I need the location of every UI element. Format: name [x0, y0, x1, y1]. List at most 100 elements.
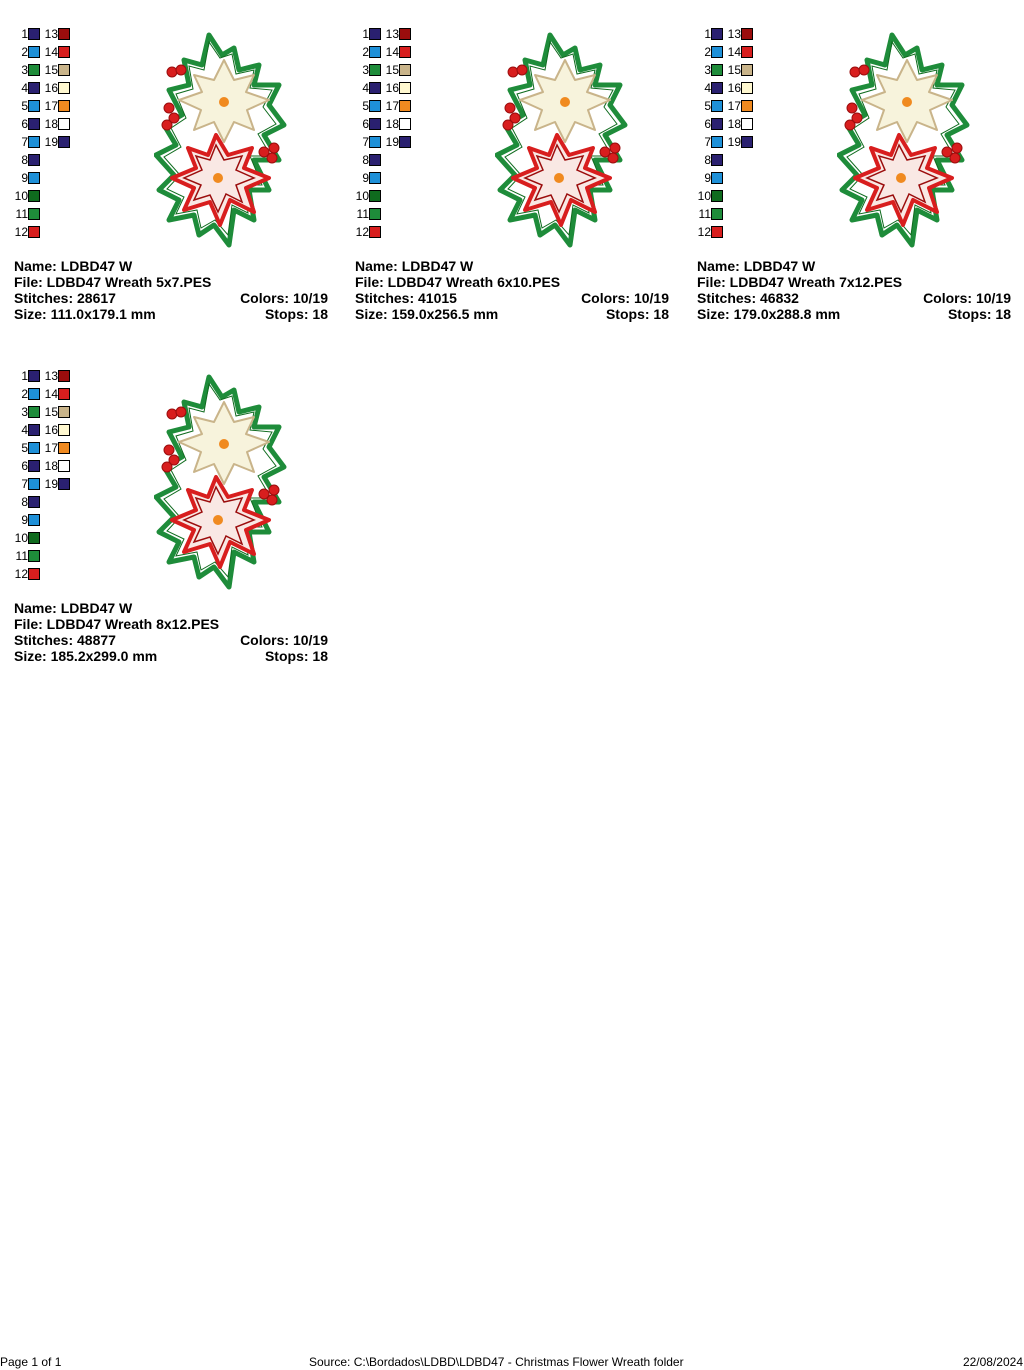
palette-number: 18: [44, 117, 58, 131]
red-poinsettia: [170, 475, 271, 569]
color-swatch: [28, 226, 40, 238]
size-label: Size:: [14, 306, 51, 322]
color-swatch: [28, 478, 40, 490]
palette-number: 11: [698, 207, 711, 221]
stitches-label: Stitches:: [355, 290, 419, 306]
palette-number: 9: [362, 171, 369, 185]
color-swatch: [711, 100, 723, 112]
color-swatch: [399, 64, 411, 76]
color-swatch: [369, 118, 381, 130]
color-swatch: [369, 46, 381, 58]
color-swatch: [711, 226, 723, 238]
palette-number: 16: [44, 423, 58, 437]
name-label: Name:: [14, 600, 61, 616]
palette-number: 15: [385, 63, 399, 77]
file-label: File:: [14, 274, 47, 290]
palette-number: 19: [44, 477, 58, 491]
palette-number: 12: [697, 225, 711, 239]
color-swatch: [399, 136, 411, 148]
color-swatch: [28, 514, 40, 526]
palette-number: 9: [21, 171, 28, 185]
design-stitches-line: Stitches: 46832 Colors: 10/19: [697, 290, 1011, 306]
white-poinsettia: [178, 401, 270, 485]
design-colors-value: 10/19: [292, 290, 328, 306]
palette-number: 18: [44, 459, 58, 473]
stops-label: Stops:: [947, 306, 996, 322]
color-swatch: [28, 190, 40, 202]
stops-label: Stops:: [264, 648, 313, 664]
size-label: Size:: [355, 306, 392, 322]
palette-number: 3: [704, 63, 711, 77]
white-poinsettia: [861, 59, 953, 143]
color-swatch: [28, 388, 40, 400]
color-swatch: [711, 118, 723, 130]
poinsettia-design-image: [837, 32, 970, 248]
design-colors: Colors: 10/19: [240, 632, 328, 648]
color-swatch: [58, 388, 70, 400]
color-swatch: [711, 172, 723, 184]
design-file: LDBD47 Wreath 7x12.PES: [729, 274, 903, 290]
size-label: Size:: [697, 306, 734, 322]
design-info: Name: LDBD47 W File: LDBD47 Wreath 7x12.…: [697, 258, 1011, 322]
color-swatch: [58, 424, 70, 436]
design-stitches-line: Stitches: 41015 Colors: 10/19: [355, 290, 669, 306]
palette-number: 2: [21, 387, 28, 401]
palette-number: 3: [21, 63, 28, 77]
red-poinsettia: [170, 133, 271, 227]
file-label: File:: [14, 616, 47, 632]
file-label: File:: [355, 274, 388, 290]
palette-number: 4: [704, 81, 711, 95]
color-swatch: [711, 190, 723, 202]
color-swatch: [399, 118, 411, 130]
size-label: Size:: [14, 648, 51, 664]
colors-label: Colors:: [581, 290, 634, 306]
design-file: LDBD47 Wreath 8x12.PES: [46, 616, 220, 632]
color-swatch: [28, 28, 40, 40]
stops-label: Stops:: [264, 306, 313, 322]
palette-number: 8: [704, 153, 711, 167]
design-info: Name: LDBD47 W File: LDBD47 Wreath 5x7.P…: [14, 258, 328, 322]
holly-berries: [502, 64, 621, 164]
palette-number: 12: [355, 225, 369, 239]
palette-number: 13: [44, 27, 58, 41]
design-stops: Stops: 18: [265, 306, 328, 322]
palette-number: 16: [385, 81, 399, 95]
palette-number: 18: [727, 117, 741, 131]
color-swatch: [28, 406, 40, 418]
palette-number: 6: [362, 117, 369, 131]
design-file-line: File: LDBD47 Wreath 8x12.PES: [14, 616, 328, 632]
color-swatch: [369, 28, 381, 40]
stops-label: Stops:: [605, 306, 654, 322]
color-swatch: [58, 118, 70, 130]
palette-number: 10: [355, 189, 369, 203]
page-number: Page 1 of 1: [0, 1355, 62, 1369]
design-name-line: Name: LDBD47 W: [14, 600, 328, 616]
design-name: LDBD47 W: [743, 258, 816, 274]
color-swatch: [711, 64, 723, 76]
stitches-label: Stitches:: [697, 290, 761, 306]
palette-number: 2: [362, 45, 369, 59]
color-swatch: [369, 136, 381, 148]
design-card: 1 2 3 4 5 6 7 8 9 10 11 12 13 14 15 16 17 18 19: [14, 342, 334, 672]
design-info: Name: LDBD47 W File: LDBD47 Wreath 8x12.…: [14, 600, 328, 664]
design-stitches: 48877: [77, 632, 116, 648]
design-file-line: File: LDBD47 Wreath 6x10.PES: [355, 274, 669, 290]
color-swatch: [28, 442, 40, 454]
color-swatch: [741, 64, 753, 76]
design-size-line: Size: 185.2x299.0 mm Stops: 18: [14, 648, 328, 664]
palette-number: 7: [21, 135, 28, 149]
color-swatch: [58, 136, 70, 148]
palette-number: 17: [44, 99, 58, 113]
palette-number: 6: [21, 117, 28, 131]
design-stitches: 41015: [418, 290, 457, 306]
color-swatch: [369, 154, 381, 166]
design-size: 179.0x288.8 mm: [733, 306, 841, 322]
stitches-label: Stitches:: [14, 290, 78, 306]
design-name: LDBD47 W: [401, 258, 474, 274]
design-colors: Colors: 10/19: [240, 290, 328, 306]
palette-number: 19: [44, 135, 58, 149]
design-name: LDBD47 W: [60, 258, 133, 274]
poinsettia-design-image: [495, 32, 628, 248]
design-name-line: Name: LDBD47 W: [14, 258, 328, 274]
palette-number: 13: [44, 369, 58, 383]
